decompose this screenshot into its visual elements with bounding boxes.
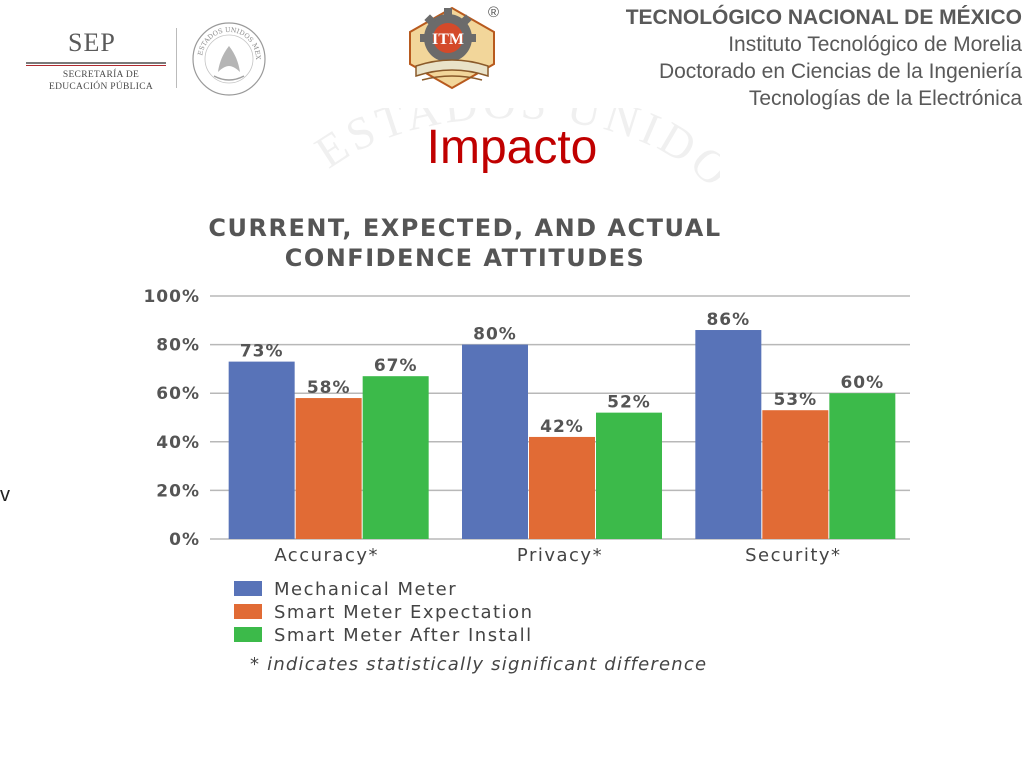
confidence-chart: 0% 20% 40% 60% 80% 100% 73% 58% 67% Accuracy* 80% 4… (110, 205, 920, 685)
bar-value-label: 86% (706, 310, 750, 330)
bar (362, 376, 429, 539)
bar-value-label: 42% (540, 417, 584, 437)
x-category-label: Privacy* (517, 545, 603, 566)
legend-label: Mechanical Meter (274, 579, 457, 600)
legend-swatch (234, 581, 262, 596)
slide-title: Impacto (426, 121, 598, 174)
stray-text: v (0, 484, 10, 506)
bar-value-label: 52% (607, 393, 651, 413)
bar (462, 344, 528, 539)
bar (829, 393, 896, 539)
bar-chart-svg: 0% 20% 40% 60% 80% 100% 73% 58% 67% Accuracy* 80% 4… (143, 287, 910, 675)
sep-rule (26, 62, 166, 64)
legend-swatch (234, 604, 262, 619)
chart-footnote: * indicates statistically significant di… (250, 654, 707, 675)
sep-subtitle-line1: SECRETARÍA DE (62, 70, 140, 80)
legend-swatch (234, 627, 262, 642)
bar-value-label: 58% (307, 378, 351, 398)
slide-header: SEP SECRETARÍA DE EDUCACIÓN PÚBLICA ESTA… (0, 0, 1024, 118)
y-tick-label: 100% (143, 287, 200, 307)
institution-line3: Doctorado en Ciencias de la Ingeniería (658, 60, 1022, 83)
legend-label: Smart Meter Expectation (274, 602, 534, 623)
x-category-label: Accuracy* (274, 545, 379, 566)
y-tick-label: 0% (169, 530, 200, 550)
chart-title-line1: CURRENT, EXPECTED, AND ACTUAL (208, 214, 722, 242)
itm-logo-icon: ITM (409, 6, 495, 90)
y-tick-label: 20% (156, 481, 200, 501)
y-tick-label: 60% (156, 384, 200, 404)
bar-value-label: 53% (773, 390, 817, 410)
institution-line1: TECNOLÓGICO NACIONAL DE MÉXICO (625, 6, 1022, 29)
bar (529, 436, 595, 539)
x-category-label: Security* (745, 545, 841, 566)
y-tick-label: 40% (156, 433, 200, 453)
bar (695, 330, 762, 539)
bar (295, 398, 362, 539)
bar (762, 410, 829, 539)
chart-title: CURRENT, EXPECTED, AND ACTUAL CONFIDENCE… (110, 213, 820, 273)
institution-line4: Tecnologías de la Electrónica (748, 87, 1022, 110)
y-tick-label: 80% (156, 336, 200, 356)
bar-value-label: 80% (473, 325, 517, 345)
bar-value-label: 73% (240, 342, 284, 362)
mexico-seal-icon: ESTADOS UNIDOS MEXICANOS (190, 20, 266, 96)
bar-value-label: 67% (374, 356, 418, 376)
chart-title-line2: CONFIDENCE ATTITUDES (284, 244, 646, 272)
sep-logo: SEP SECRETARÍA DE EDUCACIÓN PÚBLICA (16, 18, 176, 98)
bar (596, 412, 662, 539)
bar-value-label: 60% (840, 373, 884, 393)
sep-title: SEP (68, 28, 116, 57)
logo-divider (176, 28, 177, 88)
svg-text:ITM: ITM (432, 31, 464, 48)
bar (228, 361, 295, 539)
registered-mark: ® (488, 4, 500, 21)
seal-watermark: ESTADOS UNIDOS MEXICANOS (300, 108, 720, 188)
sep-subtitle-line2: EDUCACIÓN PÚBLICA (48, 82, 154, 92)
institution-line2: Instituto Tecnológico de Morelia (728, 33, 1022, 56)
legend-label: Smart Meter After Install (274, 625, 533, 646)
sep-rule-accent (26, 65, 166, 66)
institution-block: TECNOLÓGICO NACIONAL DE MÉXICO Instituto… (626, 4, 1022, 112)
